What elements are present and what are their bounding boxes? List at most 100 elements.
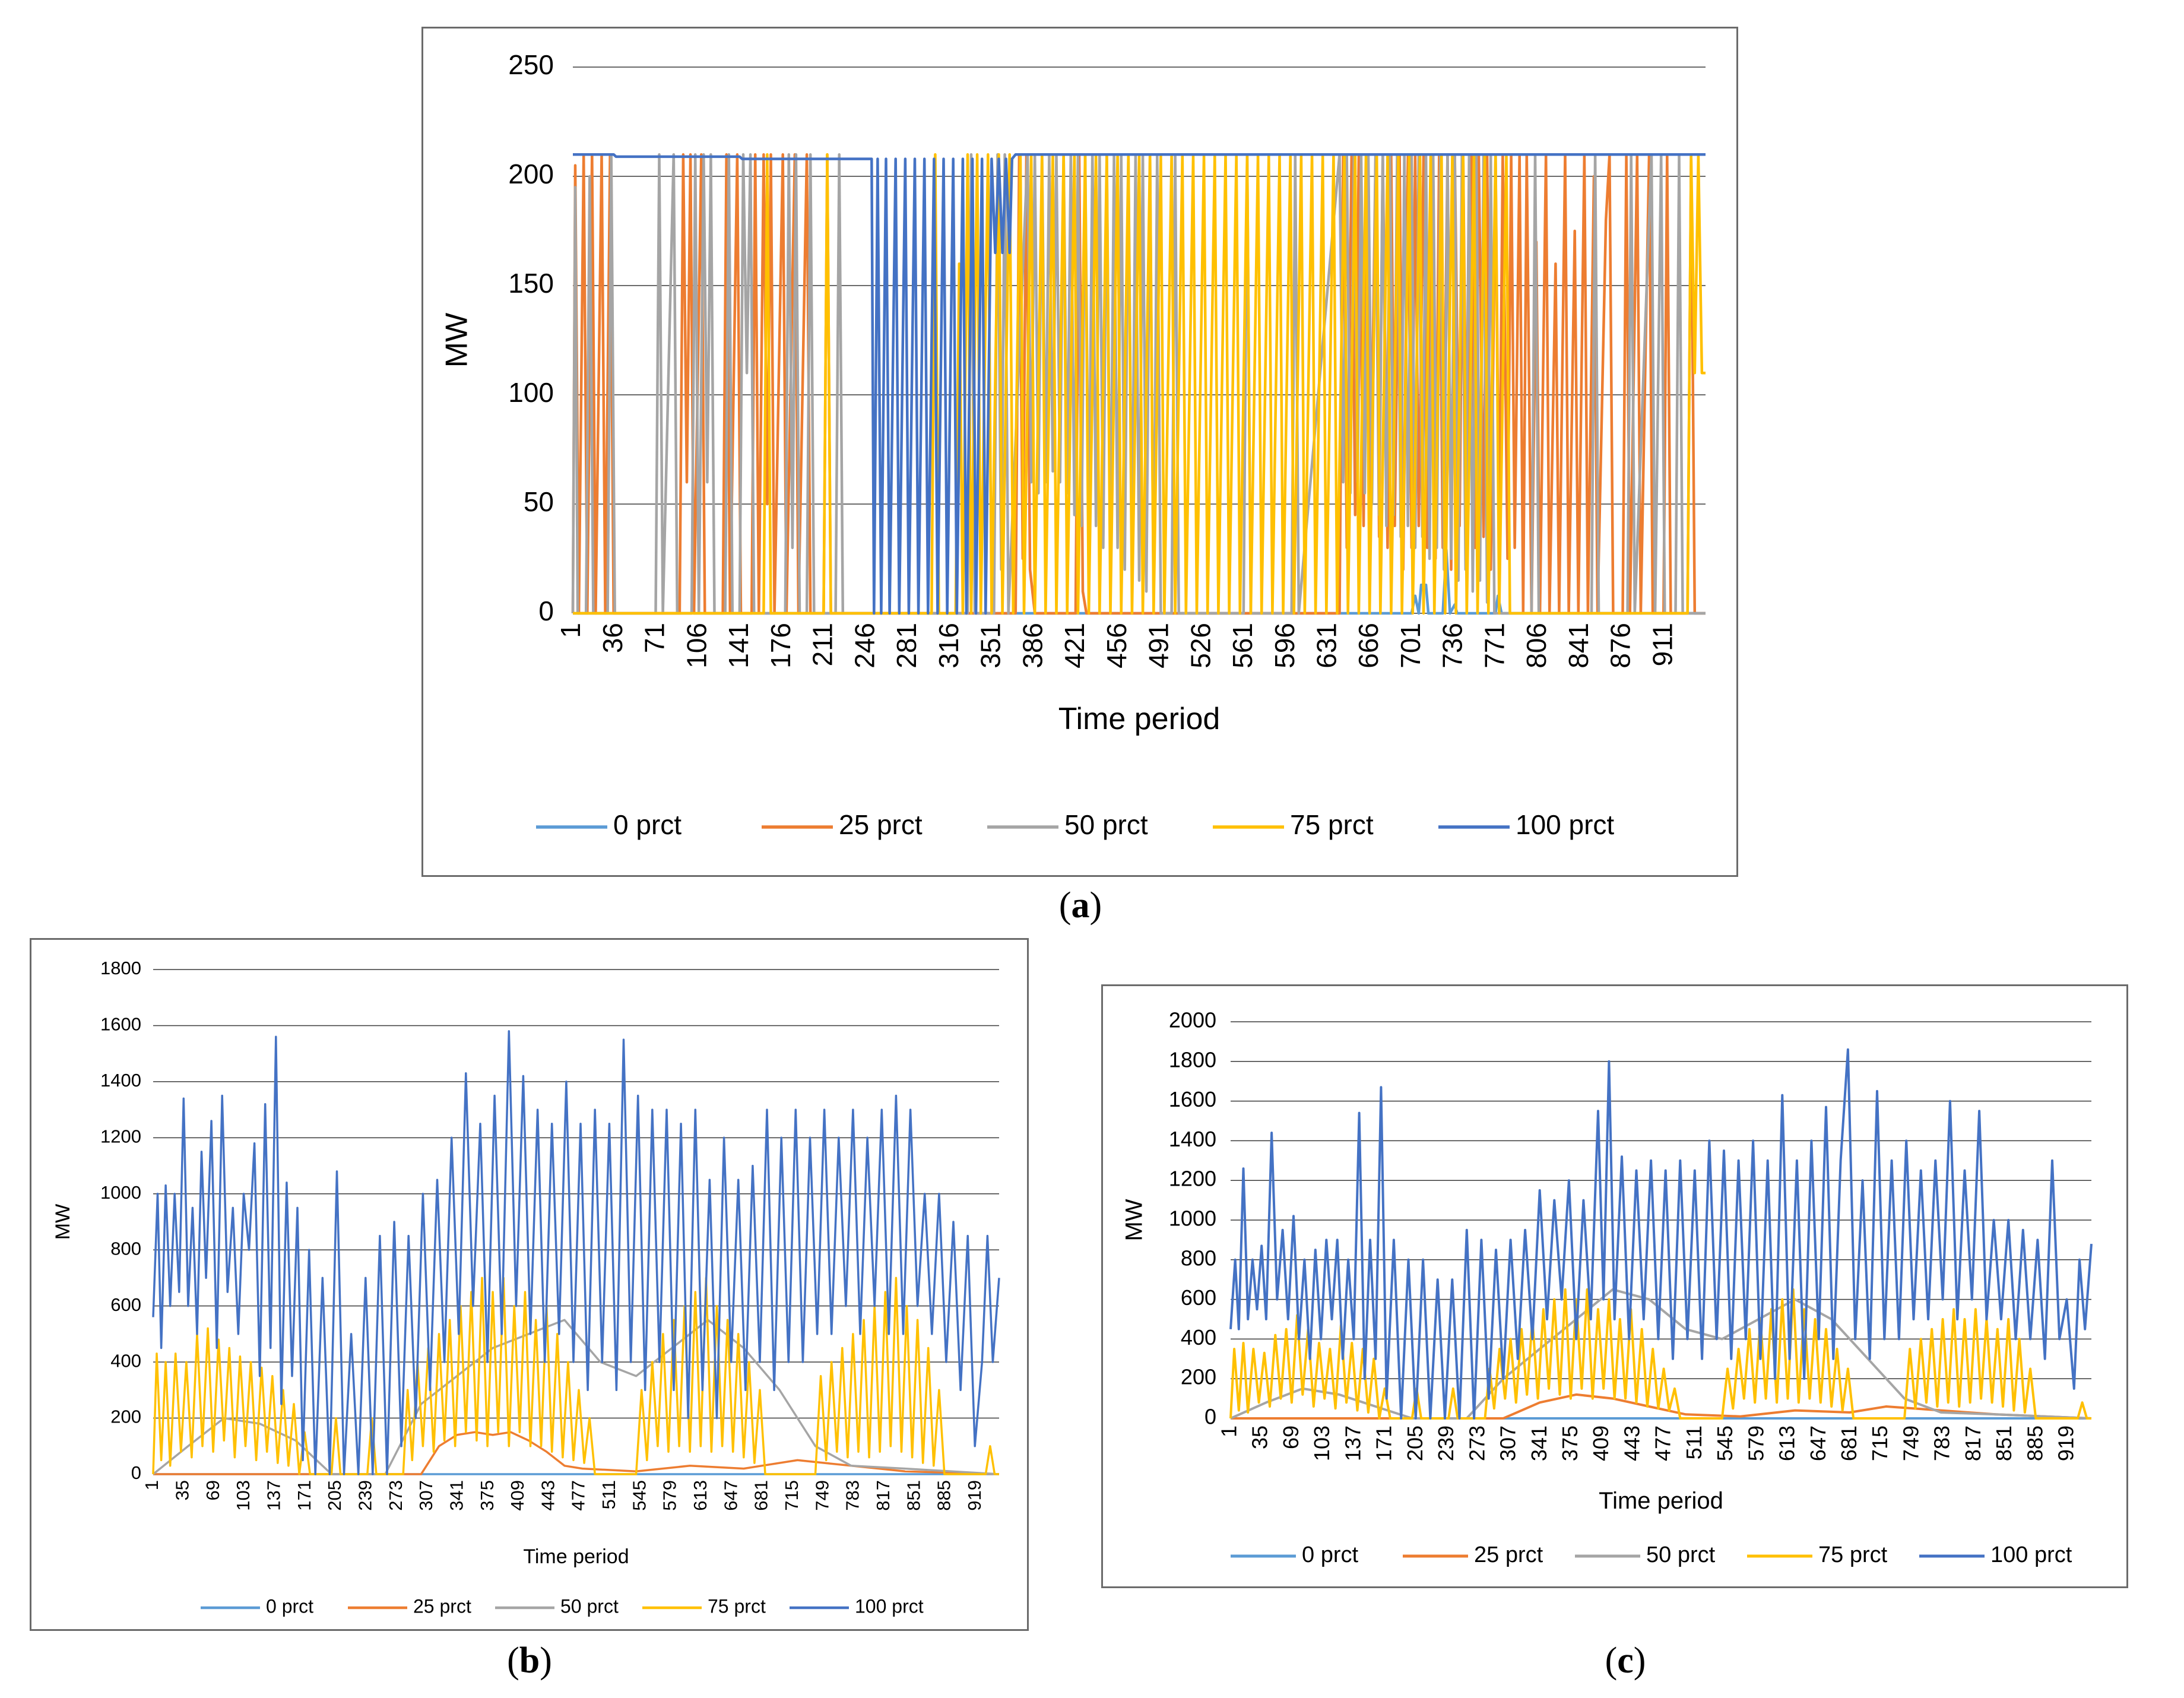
x-tick-label: 491 <box>1143 623 1174 669</box>
y-tick-label: 250 <box>508 49 554 80</box>
x-tick-label: 69 <box>1279 1425 1303 1449</box>
legend-label: 75 prct <box>1290 809 1374 840</box>
legend-label: 50 prct <box>1064 809 1148 840</box>
legend-label: 50 prct <box>560 1595 619 1617</box>
x-tick-label: 205 <box>1403 1425 1427 1461</box>
x-tick-label: 749 <box>812 1480 832 1511</box>
x-tick-label: 919 <box>964 1480 985 1511</box>
legend-label: 100 prct <box>1990 1542 2072 1567</box>
legend: 0 prct 25 prct 50 prct 75 prct 100 prct <box>1231 1542 2072 1567</box>
x-tick-label: 341 <box>446 1480 467 1511</box>
x-tick-label: 851 <box>903 1480 924 1511</box>
x-tick-label: 806 <box>1521 623 1552 669</box>
y-tick-label: 600 <box>110 1294 141 1315</box>
legend-label: 100 prct <box>855 1595 924 1617</box>
legend: 0 prct 25 prct 50 prct 75 prct 100 prct <box>201 1595 924 1617</box>
x-tick-label: 681 <box>751 1480 772 1511</box>
x-tick-label: 316 <box>933 623 964 669</box>
x-tick-label: 307 <box>1496 1425 1520 1461</box>
x-tick-label: 456 <box>1101 623 1132 669</box>
x-tick-label: 35 <box>1248 1425 1272 1449</box>
series-line-75-prct <box>573 153 1706 615</box>
series-lines <box>571 153 1706 615</box>
x-tick-label: 69 <box>202 1480 223 1500</box>
y-tick-label: 400 <box>110 1350 141 1371</box>
series-lines <box>1229 1048 2093 1420</box>
legend-label: 50 prct <box>1646 1542 1716 1567</box>
x-tick-label: 246 <box>849 623 880 669</box>
y-tick-label: 1400 <box>100 1070 141 1091</box>
x-tick-label: 137 <box>263 1480 284 1511</box>
chart-panel-c: 0 200 400 600 800 1000 1200 1400 1600 1800 2000 1 35… <box>1101 984 2128 1588</box>
x-tick-label: 783 <box>842 1480 863 1511</box>
y-tick-label: 100 <box>508 377 554 408</box>
x-tick-label: 103 <box>1310 1425 1334 1461</box>
y-tick-label: 1400 <box>1169 1127 1216 1151</box>
x-tick-label: 681 <box>1837 1425 1861 1461</box>
y-tick-label: 200 <box>1181 1365 1216 1389</box>
x-tick-label: 736 <box>1437 623 1468 669</box>
y-tick-label: 1000 <box>100 1182 141 1203</box>
x-tick-label: 1 <box>1217 1425 1241 1437</box>
x-tick-labels: 1 36 71 106 141 176 211 246 281 316 351 386 421 456 49… <box>555 623 1678 669</box>
x-tick-label: 545 <box>629 1480 649 1511</box>
series-line-100-prct <box>1229 1048 2093 1420</box>
x-tick-label: 273 <box>1465 1425 1489 1461</box>
x-tick-label: 876 <box>1605 623 1636 669</box>
x-axis-label: Time period <box>523 1545 629 1568</box>
y-tick-label: 1200 <box>1169 1167 1216 1191</box>
x-tick-label: 919 <box>2054 1425 2078 1461</box>
y-tick-label: 1600 <box>1169 1087 1216 1111</box>
x-tick-label: 443 <box>1619 1425 1644 1461</box>
y-tick-label: 800 <box>1181 1246 1216 1270</box>
x-tick-label: 701 <box>1395 623 1426 669</box>
series-line-100-prct <box>152 1030 1000 1475</box>
x-tick-label: 666 <box>1353 623 1384 669</box>
x-tick-label: 477 <box>1651 1425 1675 1461</box>
x-tick-label: 409 <box>1589 1425 1613 1461</box>
y-tick-label: 200 <box>508 159 554 189</box>
legend-label: 0 prct <box>1302 1542 1358 1567</box>
x-tick-label: 375 <box>1558 1425 1582 1461</box>
x-tick-label: 715 <box>781 1480 802 1511</box>
x-tick-label: 386 <box>1017 623 1048 669</box>
y-tick-label: 600 <box>1181 1285 1216 1310</box>
chart-b-svg: 0 200 400 600 800 1000 1200 1400 1600 1800 1 35 69 10… <box>52 958 1000 1617</box>
x-tick-labels: 1 35 69 103 137 171 205 239 273 307 341 375 409 443 47… <box>141 1480 985 1511</box>
x-tick-label: 239 <box>1434 1425 1458 1461</box>
legend-label: 25 prct <box>1474 1542 1543 1567</box>
x-tick-label: 647 <box>1806 1425 1830 1461</box>
legend: 0 prct 25 prct 50 prct 75 prct 100 prct <box>536 809 1614 840</box>
chart-a-svg: 0 50 100 150 200 250 1 36 71 106 141 176 211 246 281 31… <box>440 49 1706 840</box>
y-axis-label: MW <box>52 1204 74 1240</box>
y-tick-label: 0 <box>1204 1405 1216 1429</box>
chart-panel-b: 0 200 400 600 800 1000 1200 1400 1600 1800 1 35 69 10… <box>30 938 1029 1631</box>
x-tick-label: 841 <box>1563 623 1594 669</box>
x-tick-label: 171 <box>1372 1425 1396 1461</box>
x-tick-label: 817 <box>1961 1425 1985 1461</box>
legend-label: 75 prct <box>708 1595 766 1617</box>
legend-label: 25 prct <box>839 809 923 840</box>
x-tick-labels: 1 35 69 103 137 171 205 239 273 307 341 375 409 443 47… <box>1217 1425 2078 1461</box>
grid-lines: 0 200 400 600 800 1000 1200 1400 1600 1800 2000 <box>1169 1008 2091 1429</box>
x-tick-label: 281 <box>891 623 922 669</box>
x-tick-label: 477 <box>568 1480 589 1511</box>
x-tick-label: 176 <box>765 623 796 669</box>
series-line-25-prct <box>1231 1393 2092 1420</box>
x-tick-label: 579 <box>1744 1425 1768 1461</box>
x-tick-label: 715 <box>1868 1425 1892 1461</box>
y-tick-label: 400 <box>1181 1325 1216 1349</box>
x-tick-label: 141 <box>723 623 754 669</box>
legend-label: 75 prct <box>1818 1542 1888 1567</box>
x-tick-label: 409 <box>507 1480 528 1511</box>
y-tick-label: 800 <box>110 1238 141 1259</box>
x-tick-label: 647 <box>720 1480 741 1511</box>
x-tick-label: 171 <box>294 1480 315 1511</box>
x-tick-label: 545 <box>1713 1425 1737 1461</box>
x-tick-label: 106 <box>681 623 712 669</box>
x-tick-label: 817 <box>873 1480 893 1511</box>
x-tick-label: 205 <box>324 1480 345 1511</box>
x-tick-label: 613 <box>690 1480 711 1511</box>
x-tick-label: 341 <box>1527 1425 1551 1461</box>
panel-label-b: (b) <box>507 1640 552 1681</box>
